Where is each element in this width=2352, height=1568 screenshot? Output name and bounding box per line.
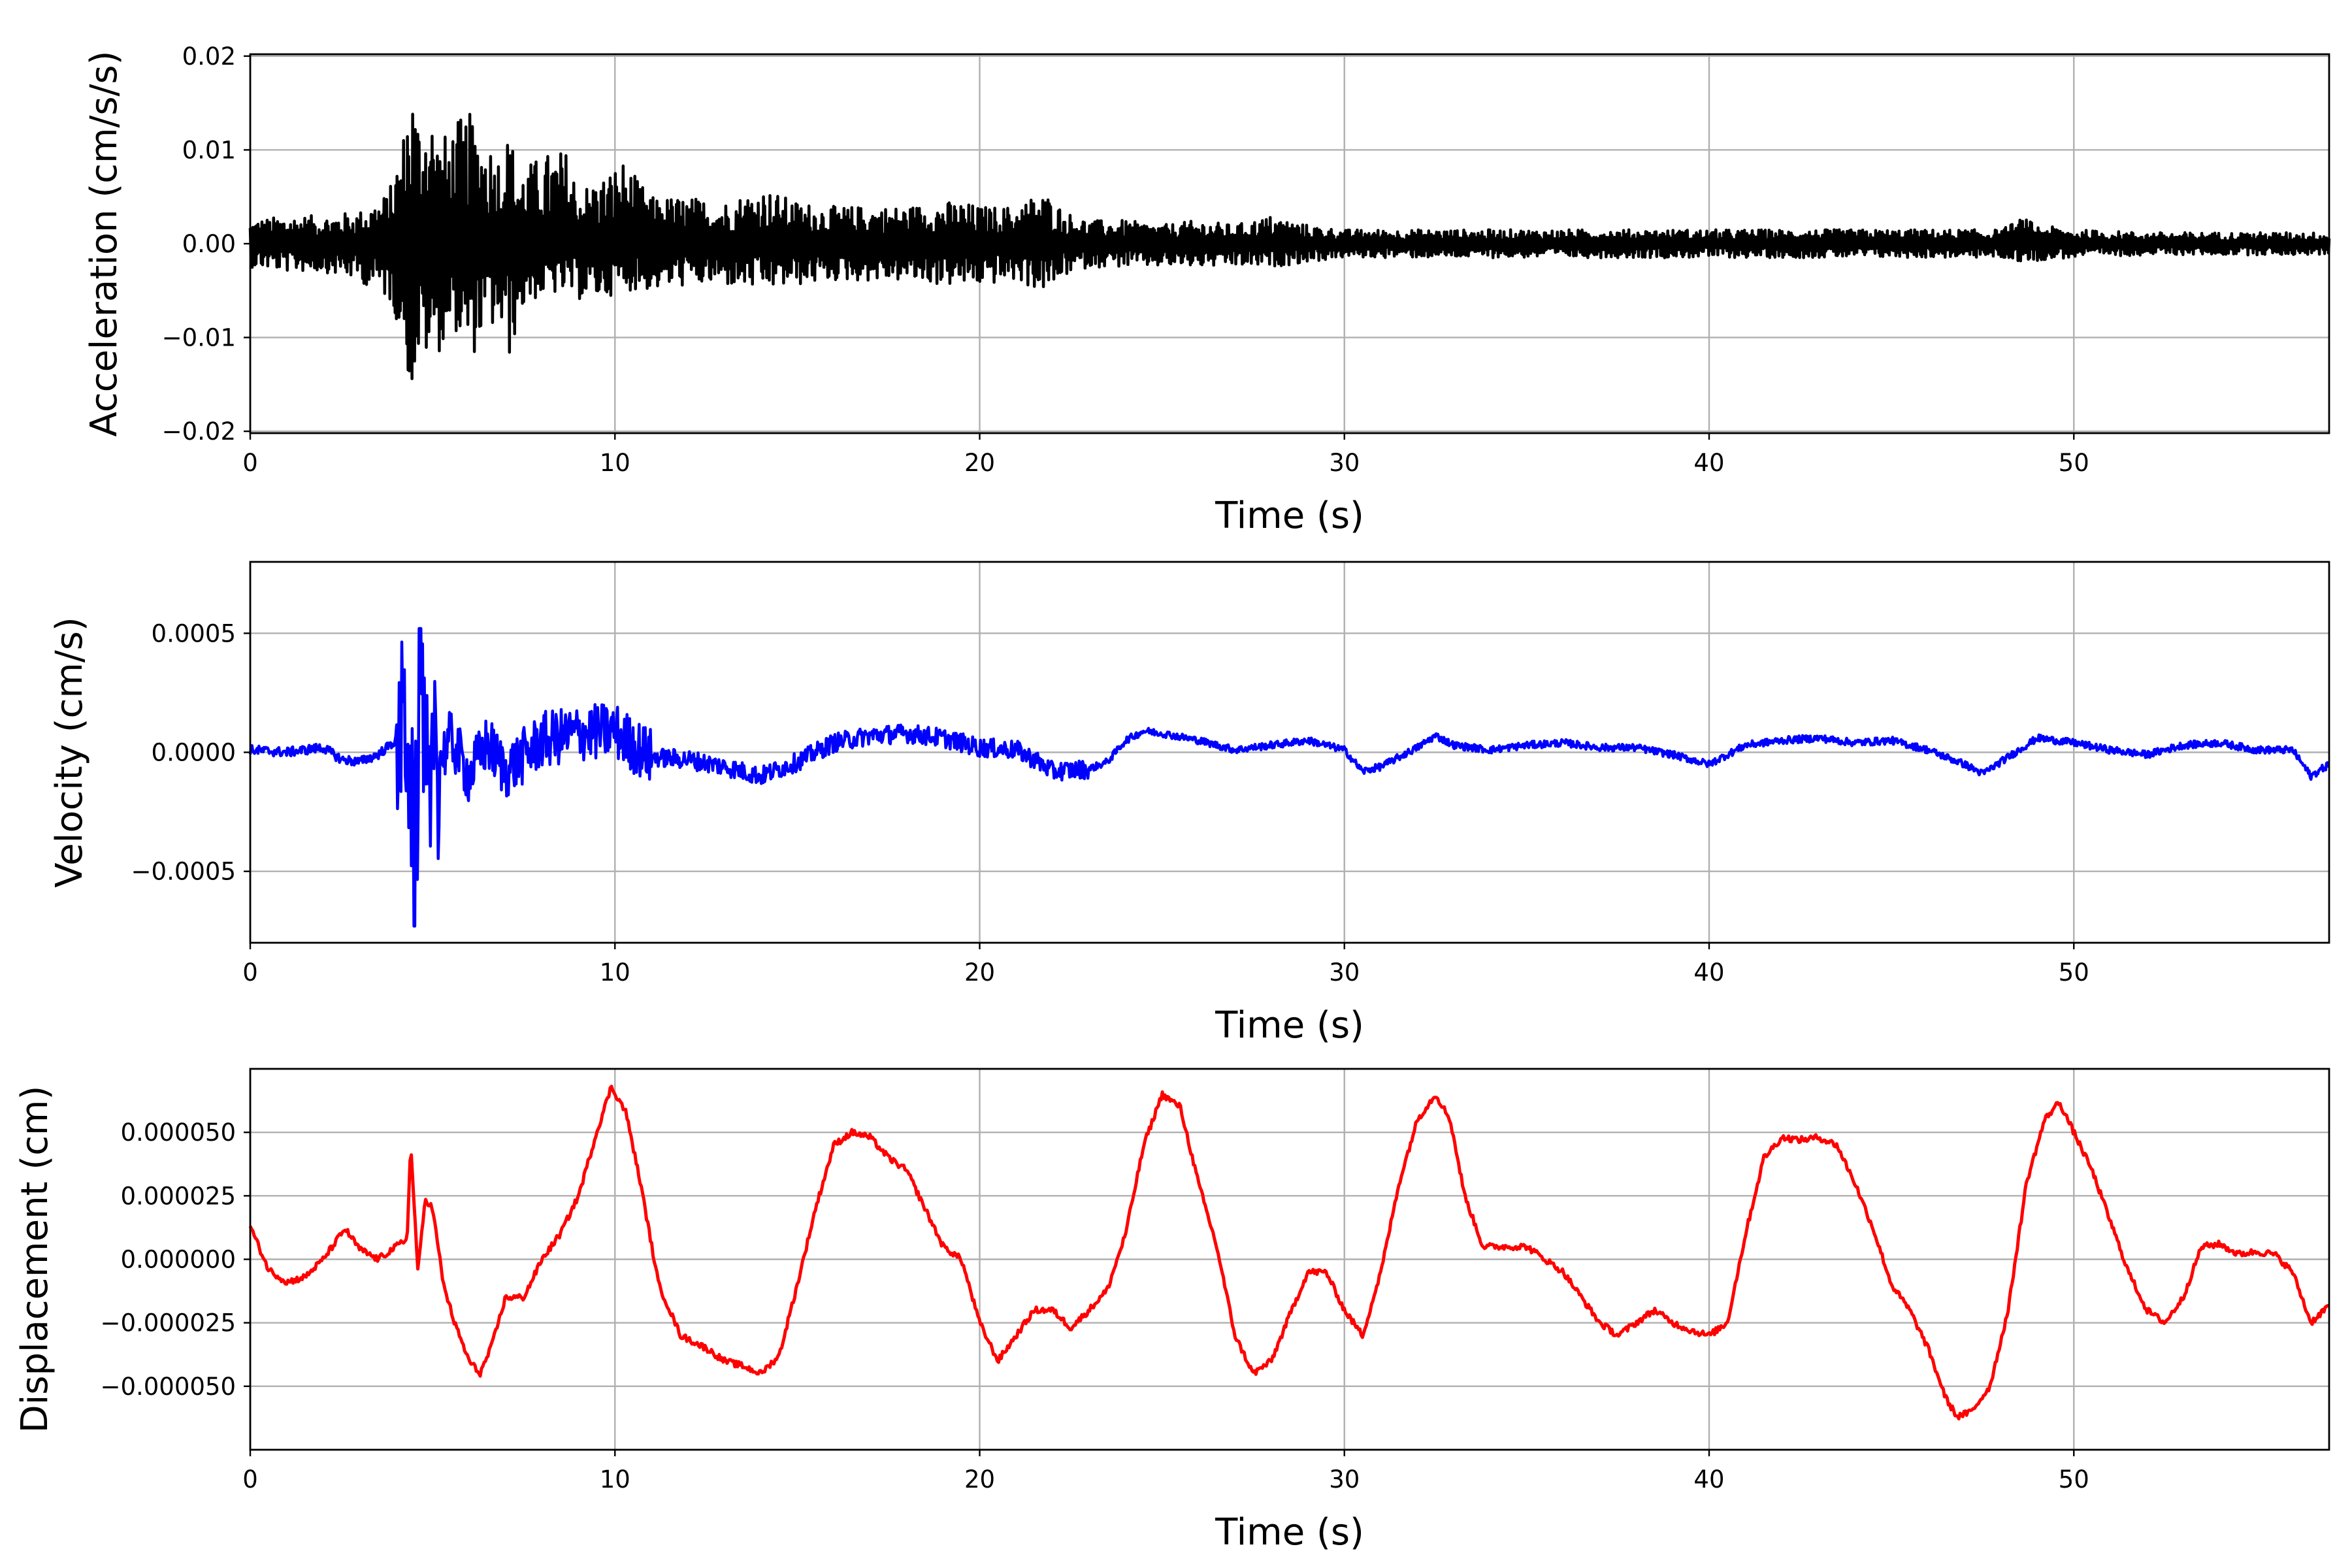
velocity-ytick-label-2: 0.0005 xyxy=(152,619,236,647)
velocity-xtick-label-4: 40 xyxy=(1693,958,1724,987)
displacement-xtick-label-2: 20 xyxy=(964,1465,995,1494)
velocity-chart: 0 10 20 30 40 50 −0.0005 0.0000 0.0005 Time (s) Ve… xyxy=(48,561,2330,1047)
velocity-xtick-label-3: 30 xyxy=(1329,958,1360,987)
acceleration-series-line xyxy=(248,112,2331,380)
velocity-ylabel: Velocity (cm/s) xyxy=(48,617,91,888)
acceleration-xtick-label-5: 50 xyxy=(2059,449,2089,477)
velocity-ytick-label-0: −0.0005 xyxy=(131,858,236,886)
displacement-ytick-label-3: 0.000025 xyxy=(120,1182,236,1210)
acceleration-xtick-label-0: 0 xyxy=(242,449,258,477)
displacement-ytick-label-4: 0.000050 xyxy=(120,1119,236,1147)
displacement-ylabel: Displacement (cm) xyxy=(14,1086,56,1433)
velocity-ytick-label-1: 0.0000 xyxy=(152,739,236,767)
acceleration-ytick-label-2: 0.00 xyxy=(182,230,236,258)
acceleration-xlabel: Time (s) xyxy=(1215,495,1364,537)
acceleration-ytick-label-0: −0.02 xyxy=(162,417,236,446)
velocity-xtick-label-1: 10 xyxy=(600,958,630,987)
displacement-xlabel: Time (s) xyxy=(1215,1511,1364,1554)
displacement-xtick-label-0: 0 xyxy=(242,1465,258,1494)
acceleration-xtick-label-2: 20 xyxy=(964,449,995,477)
acceleration-xtick-label-4: 40 xyxy=(1693,449,1724,477)
velocity-series-line xyxy=(248,627,2330,928)
velocity-xtick-label-5: 50 xyxy=(2059,958,2089,987)
displacement-xtick-label-5: 50 xyxy=(2059,1465,2089,1494)
acceleration-ytick-label-4: 0.02 xyxy=(182,42,236,71)
displacement-ytick-label-0: −0.000050 xyxy=(100,1373,236,1401)
acceleration-ylabel: Acceleration (cm/s/s) xyxy=(83,51,125,437)
displacement-ytick-label-1: −0.000025 xyxy=(100,1309,236,1337)
displacement-xtick-label-3: 30 xyxy=(1329,1465,1360,1494)
acceleration-xtick-label-1: 10 xyxy=(600,449,630,477)
displacement-ytick-label-2: 0.000000 xyxy=(120,1246,236,1274)
displacement-xtick-label-1: 10 xyxy=(600,1465,630,1494)
acceleration-ytick-label-3: 0.01 xyxy=(182,136,236,164)
acceleration-ytick-label-1: −0.01 xyxy=(162,324,236,352)
acceleration-chart: 0 10 20 30 40 50 −0.02 −0.01 0.00 0.01 0.02 Time (s… xyxy=(83,42,2331,537)
velocity-xtick-label-2: 20 xyxy=(964,958,995,987)
velocity-xtick-label-0: 0 xyxy=(242,958,258,987)
displacement-series-line xyxy=(248,1085,2330,1421)
acceleration-xtick-label-3: 30 xyxy=(1329,449,1360,477)
displacement-xtick-label-4: 40 xyxy=(1693,1465,1724,1494)
velocity-xlabel: Time (s) xyxy=(1215,1004,1364,1047)
displacement-chart: 0 10 20 30 40 50 −0.000050 −0.000025 0.000000 0.0… xyxy=(14,1068,2330,1554)
